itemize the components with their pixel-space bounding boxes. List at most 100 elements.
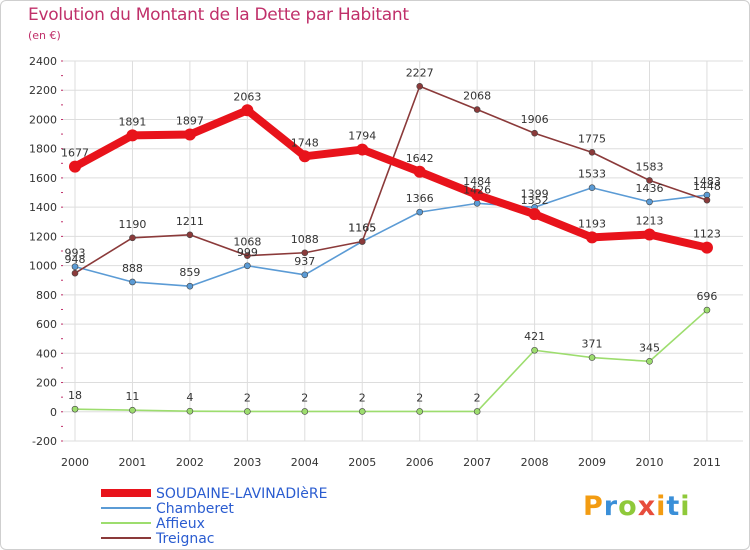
- data-point: [531, 129, 538, 137]
- data-point: [244, 252, 251, 259]
- data-point: [416, 208, 424, 216]
- data-label: 859: [179, 266, 200, 279]
- data-point: [646, 198, 653, 206]
- x-tick-label: 2007: [463, 456, 491, 469]
- y-tick-label: 1400: [29, 201, 57, 214]
- data-point: [301, 249, 309, 257]
- logo-letter: t: [666, 491, 681, 522]
- data-label: 999: [237, 246, 258, 259]
- data-point: [586, 231, 599, 244]
- chart-subtitle: (en €): [28, 29, 61, 42]
- data-point: [416, 408, 424, 415]
- data-label: 1483: [693, 175, 721, 188]
- data-label: 1583: [636, 160, 664, 173]
- data-label: 1794: [348, 130, 376, 143]
- y-tick-label: 1000: [29, 260, 57, 273]
- data-point: [183, 128, 196, 141]
- x-tick-label: 2006: [406, 456, 434, 469]
- y-tick-label: 600: [36, 318, 57, 331]
- legend-label: Treignac: [155, 531, 214, 547]
- logo-letter: o: [618, 491, 638, 522]
- data-point: [186, 231, 194, 239]
- x-tick-label: 2005: [348, 456, 376, 469]
- data-point: [129, 278, 136, 286]
- data-point: [643, 228, 656, 241]
- data-point: [473, 200, 481, 207]
- logo-letter: r: [603, 491, 619, 522]
- data-label: 993: [65, 247, 86, 260]
- x-tick-label: 2008: [521, 456, 549, 469]
- legend-label: Affieux: [156, 516, 205, 532]
- data-label: 18: [68, 389, 82, 402]
- data-point: [241, 104, 254, 117]
- x-tick-label: 2000: [61, 456, 89, 469]
- data-point: [528, 208, 541, 221]
- data-label: 1190: [118, 218, 146, 231]
- data-label: 1123: [693, 228, 721, 241]
- data-label: 2227: [406, 66, 434, 79]
- y-tick-label: 2400: [29, 55, 57, 68]
- data-label: 1165: [348, 222, 376, 235]
- data-label: 1533: [578, 168, 606, 181]
- data-label: 1193: [578, 217, 606, 230]
- logo-letter: x: [637, 491, 657, 522]
- data-label: 1897: [176, 115, 204, 128]
- data-label: 1366: [406, 192, 434, 205]
- y-tick-label: 0: [50, 406, 57, 419]
- data-point: [703, 196, 711, 204]
- data-label: 1068: [233, 236, 261, 249]
- x-tick-label: 2009: [578, 456, 606, 469]
- y-tick-label: -200: [32, 435, 57, 448]
- data-point: [646, 358, 653, 365]
- y-tick-label: 2200: [29, 84, 57, 97]
- data-label: 1748: [291, 136, 319, 149]
- proxiti-logo: Proxiti: [583, 491, 691, 522]
- data-point: [71, 269, 79, 277]
- series-line-soudaine-lavinadi-re: [71, 106, 711, 252]
- data-point: [186, 282, 194, 290]
- y-tick-label: 1200: [29, 230, 57, 243]
- y-tick-label: 2000: [29, 113, 57, 126]
- data-point: [700, 241, 713, 254]
- data-label: 4: [186, 391, 193, 404]
- data-point: [703, 306, 711, 314]
- data-point: [646, 177, 653, 184]
- y-tick-label: 1800: [29, 143, 57, 156]
- data-label: 2: [474, 391, 481, 404]
- data-label: 937: [294, 255, 315, 268]
- data-label: 1165: [348, 222, 376, 235]
- data-point: [473, 106, 481, 113]
- data-point: [416, 82, 424, 90]
- data-point: [473, 408, 481, 415]
- data-label: 1448: [693, 180, 721, 193]
- data-label: 1399: [521, 187, 549, 200]
- data-label: 2068: [463, 90, 491, 103]
- data-label: 1891: [118, 115, 146, 128]
- series-line-chamberet: [74, 186, 708, 288]
- data-point: [471, 188, 484, 201]
- data-label: 1642: [406, 152, 434, 165]
- x-tick-label: 2002: [176, 456, 204, 469]
- x-tick-label: 2003: [233, 456, 261, 469]
- data-label: 1906: [521, 113, 549, 126]
- data-point: [244, 408, 251, 415]
- data-label: 11: [125, 390, 139, 403]
- data-label: 371: [582, 338, 603, 351]
- data-label: 2: [359, 391, 366, 404]
- logo-letter: i: [656, 491, 667, 522]
- data-point: [129, 406, 136, 414]
- data-point: [356, 143, 369, 156]
- data-label: 2: [244, 391, 251, 404]
- data-point: [244, 262, 251, 270]
- data-label: 1484: [463, 175, 491, 188]
- data-point: [71, 405, 79, 413]
- data-label: 1213: [636, 214, 664, 227]
- y-tick-label: 200: [36, 377, 57, 390]
- logo-letter: i: [680, 491, 691, 522]
- data-label: 2063: [233, 90, 261, 103]
- data-label: 696: [696, 290, 717, 303]
- data-label: 1352: [521, 194, 549, 207]
- chart-title: Evolution du Montant de la Dette par Hab…: [28, 5, 409, 25]
